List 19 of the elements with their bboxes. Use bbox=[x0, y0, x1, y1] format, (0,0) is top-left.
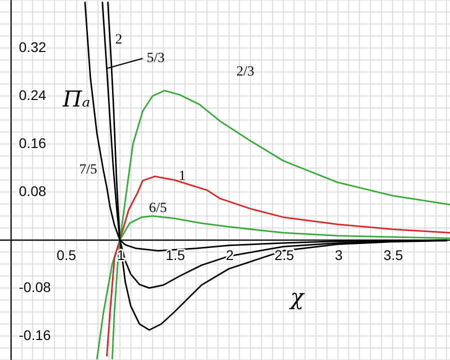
x-tick-label: 1.5 bbox=[166, 246, 186, 263]
y-tick-label: 0.16 bbox=[18, 134, 46, 151]
y-tick-label: 0.32 bbox=[18, 38, 46, 55]
annotation: 7/5 bbox=[79, 162, 98, 178]
x-tick-label: 3.5 bbox=[384, 246, 404, 263]
x-tick-label: 3 bbox=[334, 246, 343, 263]
annotation: 1 bbox=[178, 169, 186, 184]
x-axis-title: χ bbox=[288, 286, 306, 311]
y-tick-label: 0.24 bbox=[18, 86, 46, 103]
y-tick-label: -0.08 bbox=[18, 278, 52, 295]
x-tick-label: 0.5 bbox=[56, 246, 76, 263]
annotation: 2/3 bbox=[236, 64, 254, 80]
y-tick-label: 0.08 bbox=[18, 182, 46, 199]
annotation: 2 bbox=[115, 32, 122, 48]
y-tick-label: -0.16 bbox=[18, 326, 52, 343]
x-tick-label: 2.5 bbox=[274, 246, 294, 263]
y-axis-title: Πₐ bbox=[62, 88, 90, 113]
annotation: 6/5 bbox=[149, 200, 167, 216]
annotation: 5/3 bbox=[146, 51, 165, 66]
